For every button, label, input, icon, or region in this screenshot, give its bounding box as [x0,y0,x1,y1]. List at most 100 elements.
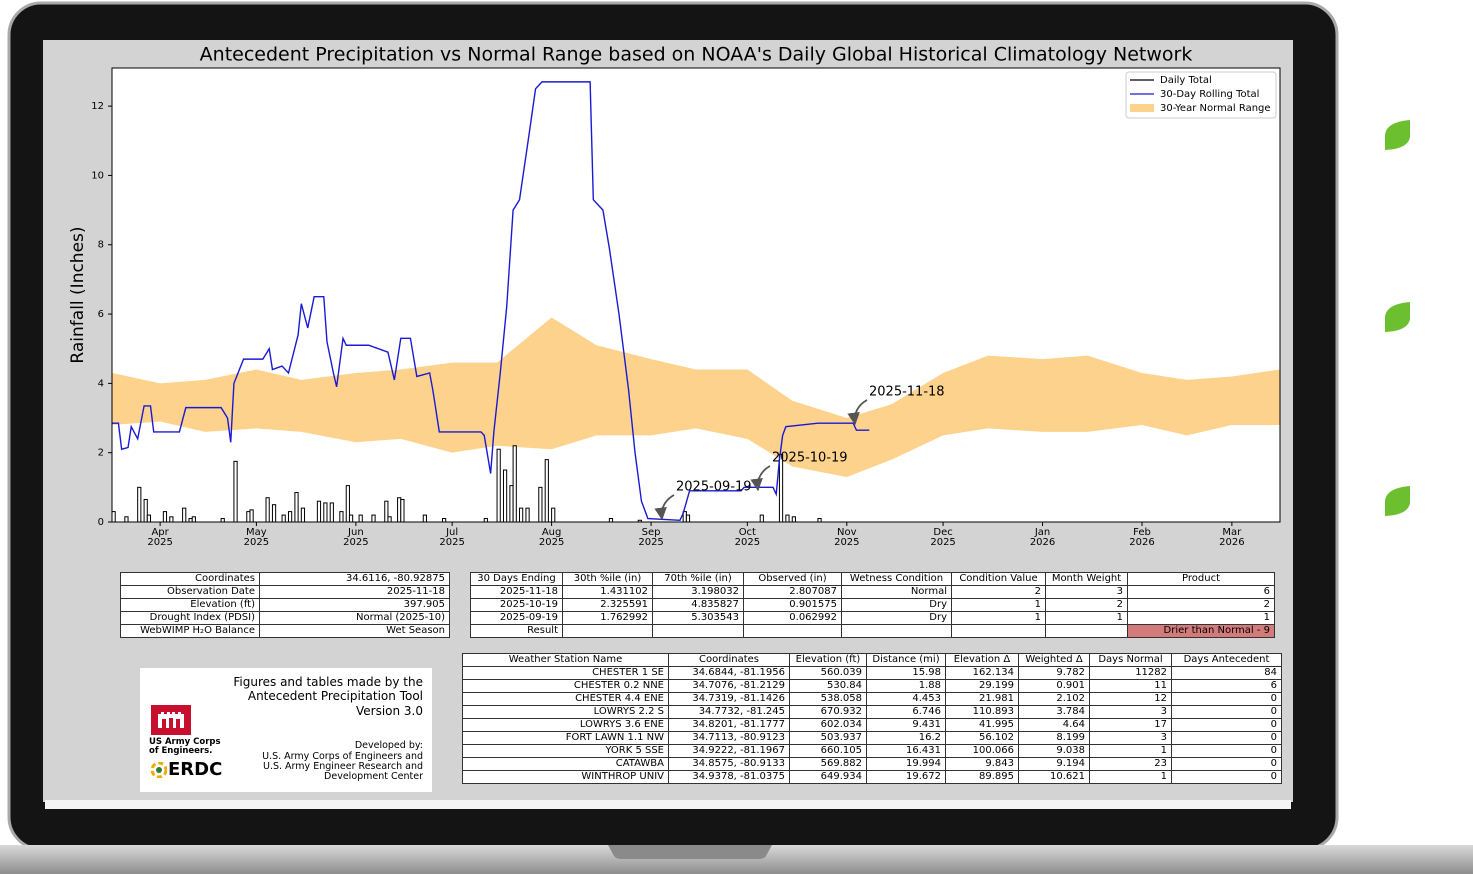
x-tick-label: Mar2026 [1219,527,1244,548]
table-cell: 34.7113, -80.9123 [669,732,790,745]
daily-bar [192,517,195,522]
table-cell: CATAWBA [463,758,669,771]
header-cell: Wetness Condition [842,573,952,586]
table-row: 2025-10-192.3255914.8358270.901575Dry122 [471,599,1275,612]
table-cell: 41.995 [946,719,1019,732]
usace-logo [150,704,192,736]
daily-bar [250,510,253,522]
table-cell: 34.6116, -80.92875 [260,573,450,586]
header-cell: Days Antecedent [1172,654,1282,667]
table-cell: 1 [952,599,1046,612]
table-body: 30 Days Ending30th %ile (in)70th %ile (i… [471,573,1275,638]
header-cell: Coordinates [669,654,790,667]
table-cell: 16.431 [867,745,946,758]
table-cell: 3 [1090,732,1172,745]
header-cell: 30th %ile (in) [563,573,653,586]
daily-bar [288,512,291,522]
empty-cell [563,625,653,638]
daily-bar [349,515,352,522]
table-cell: YORK 5 SSE [463,745,669,758]
daily-bar [301,508,304,522]
table-cell: 9.194 [1019,758,1090,771]
table-cell: 8.199 [1019,732,1090,745]
table-cell: 3 [1090,706,1172,719]
y-tick-label: 0 [98,517,104,528]
table-cell: CHESTER 4.4 ENE [463,693,669,706]
daily-bar [266,498,269,522]
table-cell: 34.9222, -81.1967 [669,745,790,758]
table-cell: 11282 [1090,667,1172,680]
table-cell: 19.994 [867,758,946,771]
daily-bar [272,505,275,522]
base-notch [608,845,772,859]
table-cell: 21.981 [946,693,1019,706]
table-cell: 660.105 [790,745,867,758]
daily-bar [359,515,362,522]
header-cell: Elevation Δ [946,654,1019,667]
daily-bar [552,508,555,522]
x-tick-label: Dec2025 [930,527,955,548]
header-cell: Weighted Δ [1019,654,1090,667]
leaf [1385,120,1410,150]
table-cell: Elevation (ft) [121,599,260,612]
daily-bar [295,493,298,522]
daily-bar [503,470,506,522]
table-cell: Dry [842,612,952,625]
table-cell: CHESTER 0.2 NNE [463,680,669,693]
daily-bar [792,517,795,522]
daily-bar [520,508,523,522]
daily-bar [221,519,224,522]
table-cell: 5.303543 [653,612,744,625]
table-body: Coordinates34.6116, -80.92875Observation… [121,573,450,638]
table-row: Elevation (ft)397.905 [121,599,450,612]
table-cell: 2025-10-19 [471,599,563,612]
result-label: Result [471,625,563,638]
daily-bar [147,515,150,522]
table-row: 2025-11-181.4311023.1980322.807087Normal… [471,586,1275,599]
annotation: 2025-10-19 [772,451,848,466]
table-cell: 2.102 [1019,693,1090,706]
table-cell: 162.134 [946,667,1019,680]
credit-line: Antecedent Precipitation Tool [248,689,423,703]
credit-line: Version 3.0 [356,704,423,718]
table-cell: 0.901 [1019,680,1090,693]
table-cell: 602.034 [790,719,867,732]
leaf [1385,302,1410,332]
table-cell: 0.062992 [744,612,842,625]
table-cell: 2025-11-18 [260,586,450,599]
y-tick-label: 8 [98,240,104,251]
header-cell: 30 Days Ending [471,573,563,586]
table-cell: 34.7319, -81.1426 [669,693,790,706]
table-cell: 3 [1046,586,1128,599]
header-cell: Days Normal [1090,654,1172,667]
credit-line: Figures and tables made by the [233,675,423,689]
daily-bar [317,501,320,522]
table-cell: 34.9378, -81.0375 [669,771,790,784]
table-row: CATAWBA34.8575, -80.9133569.88219.9949.8… [463,758,1282,771]
table-cell: 569.882 [790,758,867,771]
table-row: Weather Station NameCoordinatesElevation… [463,654,1282,667]
table-row: CHESTER 0.2 NNE34.7076, -81.2129530.841.… [463,680,1282,693]
table-cell: 9.843 [946,758,1019,771]
table-cell: Normal (2025-10) [260,612,450,625]
header-cell: Elevation (ft) [790,654,867,667]
table-cell: 670.932 [790,706,867,719]
table-cell: 1.88 [867,680,946,693]
table-cell: Dry [842,599,952,612]
empty-cell [653,625,744,638]
daily-bar [497,449,500,522]
daily-bar [234,461,237,522]
table-cell: 0 [1172,693,1282,706]
table-cell: 3.198032 [653,586,744,599]
annotation: 2025-09-19 [676,480,752,495]
table-cell: 10.621 [1019,771,1090,784]
daily-bar [282,515,285,522]
table-cell: 110.893 [946,706,1019,719]
table-cell: 503.937 [790,732,867,745]
annotation: 2025-11-18 [869,385,945,400]
